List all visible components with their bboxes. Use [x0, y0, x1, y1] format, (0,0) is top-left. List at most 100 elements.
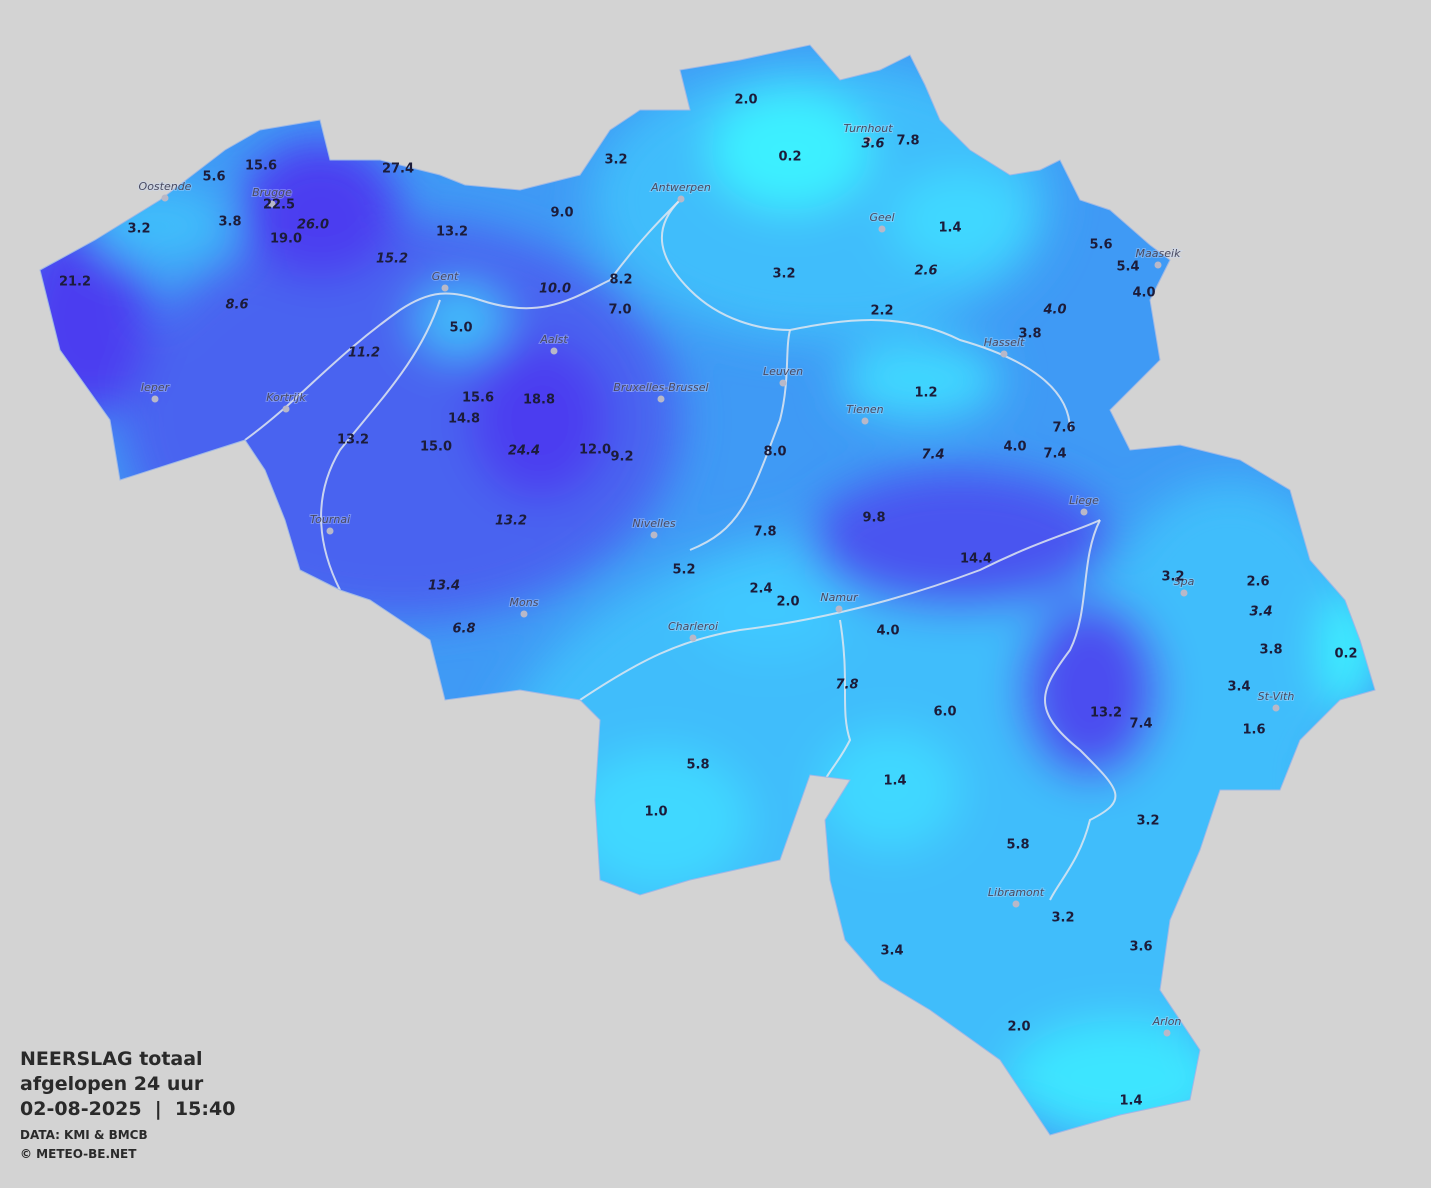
city-dot	[326, 527, 334, 535]
station-value: 9.8	[862, 511, 885, 526]
station-value: 7.4	[1129, 717, 1152, 732]
city-dot	[878, 225, 886, 233]
legend-block: NEERSLAG totaal afgelopen 24 uur 02-08-2…	[20, 1048, 235, 1161]
station-value: 2.4	[749, 582, 772, 597]
station-value: 15.0	[420, 440, 452, 455]
city-dot	[1272, 704, 1280, 712]
city-dot	[441, 284, 449, 292]
stations: 2.0 0.2 3.6 7.8 3.2 15.6 5.6 27.4 22.526.0 3.8 3.2…	[59, 93, 1358, 1109]
city-dot	[689, 634, 697, 642]
station-value: 8.6	[225, 298, 248, 313]
city-label: Antwerpen	[650, 181, 711, 194]
station-value: 2.0	[1007, 1020, 1030, 1035]
station-value: 12.0	[579, 443, 611, 458]
city-dot	[1154, 261, 1162, 269]
station-value: 7.8	[835, 678, 858, 693]
station-value: 0.2	[1334, 647, 1357, 662]
station-value: 4.0	[1042, 303, 1066, 318]
city-dot	[161, 194, 169, 202]
station-value: 22.5	[263, 198, 295, 213]
station-value: 7.8	[753, 525, 776, 540]
station-value: 13.2	[1090, 706, 1122, 721]
station-value: 18.8	[523, 393, 555, 408]
station-value: 5.8	[1006, 838, 1029, 853]
station-value: 3.2	[772, 267, 795, 282]
station-value: 10.0	[539, 282, 571, 297]
city-dot	[677, 195, 685, 203]
station-value: 5.2	[672, 563, 695, 578]
station-value: 11.2	[348, 346, 380, 361]
station-value: 14.8	[448, 412, 480, 427]
city-label: Turnhout	[843, 122, 893, 135]
city-dot	[1080, 508, 1088, 516]
station-value: 1.4	[938, 221, 961, 236]
city-label: Nivelles	[632, 517, 675, 530]
station-value: 13.4	[428, 579, 460, 594]
station-value: 0.2	[778, 150, 801, 165]
station-value: 6.0	[933, 705, 956, 720]
station-value: 13.2	[337, 433, 369, 448]
station-value: 2.6	[914, 264, 937, 279]
station-value: 4.0	[876, 624, 899, 639]
city-label: Leuven	[763, 365, 803, 378]
station-value: 3.4	[1227, 680, 1250, 695]
station-value: 7.4	[1043, 447, 1066, 462]
station-value: 3.2	[1161, 570, 1184, 585]
station-value: 1.4	[1119, 1094, 1142, 1109]
station-value: 2.2	[870, 304, 893, 319]
city-dot	[864, 136, 872, 144]
city-label: Charleroi	[668, 620, 718, 633]
station-value: 2.0	[734, 93, 757, 108]
station-value: 4.0	[1003, 440, 1026, 455]
station-value: 3.8	[1259, 643, 1282, 658]
station-value: 13.2	[495, 514, 527, 529]
city-dot	[657, 395, 665, 403]
station-value: 3.2	[1136, 814, 1159, 829]
station-value: 14.4	[960, 552, 992, 567]
station-value: 13.2	[436, 225, 468, 240]
city-dot	[520, 610, 528, 618]
station-value: 1.6	[1242, 723, 1265, 738]
city-dot	[779, 379, 787, 387]
title-line: 02-08-2025 | 15:40	[20, 1098, 235, 1120]
station-value: 21.2	[59, 275, 91, 290]
city-label: Spa	[1174, 575, 1195, 588]
city-label: Bruxelles-Brussel	[613, 381, 708, 394]
city-dot	[650, 531, 658, 539]
city-dot	[550, 347, 558, 355]
credit: © METEO-BE.NET	[20, 1147, 137, 1161]
city-label: Gent	[432, 270, 459, 283]
title-line: NEERSLAG totaal	[20, 1048, 203, 1070]
city-label: Aalst	[539, 333, 568, 346]
city-label: St-Vith	[1258, 690, 1295, 703]
city-label: Libramont	[988, 886, 1045, 899]
station-value: 24.4	[508, 444, 540, 459]
station-value: 3.8	[1018, 327, 1041, 342]
station-value: 3.6	[861, 137, 884, 152]
title-line: afgelopen 24 uur	[20, 1073, 204, 1095]
city-dot	[1163, 1029, 1171, 1037]
station-value: 2.0	[776, 595, 799, 610]
station-value: 9.0	[550, 206, 573, 221]
city-label: Oostende	[139, 180, 192, 193]
city-label: Brugge	[252, 186, 292, 199]
station-value: 5.6	[1089, 238, 1112, 253]
city-label: Tienen	[846, 403, 883, 416]
city-label: Ieper	[141, 381, 171, 394]
station-value: 3.2	[1051, 911, 1074, 926]
station-value: 3.4	[880, 944, 903, 959]
city-dot	[268, 200, 276, 208]
city-label: Tournai	[310, 513, 350, 526]
station-value: 26.0	[297, 218, 329, 233]
station-value: 7.4	[921, 448, 944, 463]
station-value: 19.0	[270, 232, 302, 247]
city-dot	[1000, 350, 1008, 358]
city-label: Hasselt	[984, 336, 1025, 349]
credit: DATA: KMI & BMCB	[20, 1128, 148, 1142]
station-value: 5.0	[449, 321, 472, 336]
station-value: 3.6	[1129, 940, 1152, 955]
city-label: Maaseik	[1136, 247, 1182, 260]
station-value: 3.4	[1249, 605, 1272, 620]
station-value: 5.8	[686, 758, 709, 773]
city-label: Geel	[869, 211, 894, 224]
